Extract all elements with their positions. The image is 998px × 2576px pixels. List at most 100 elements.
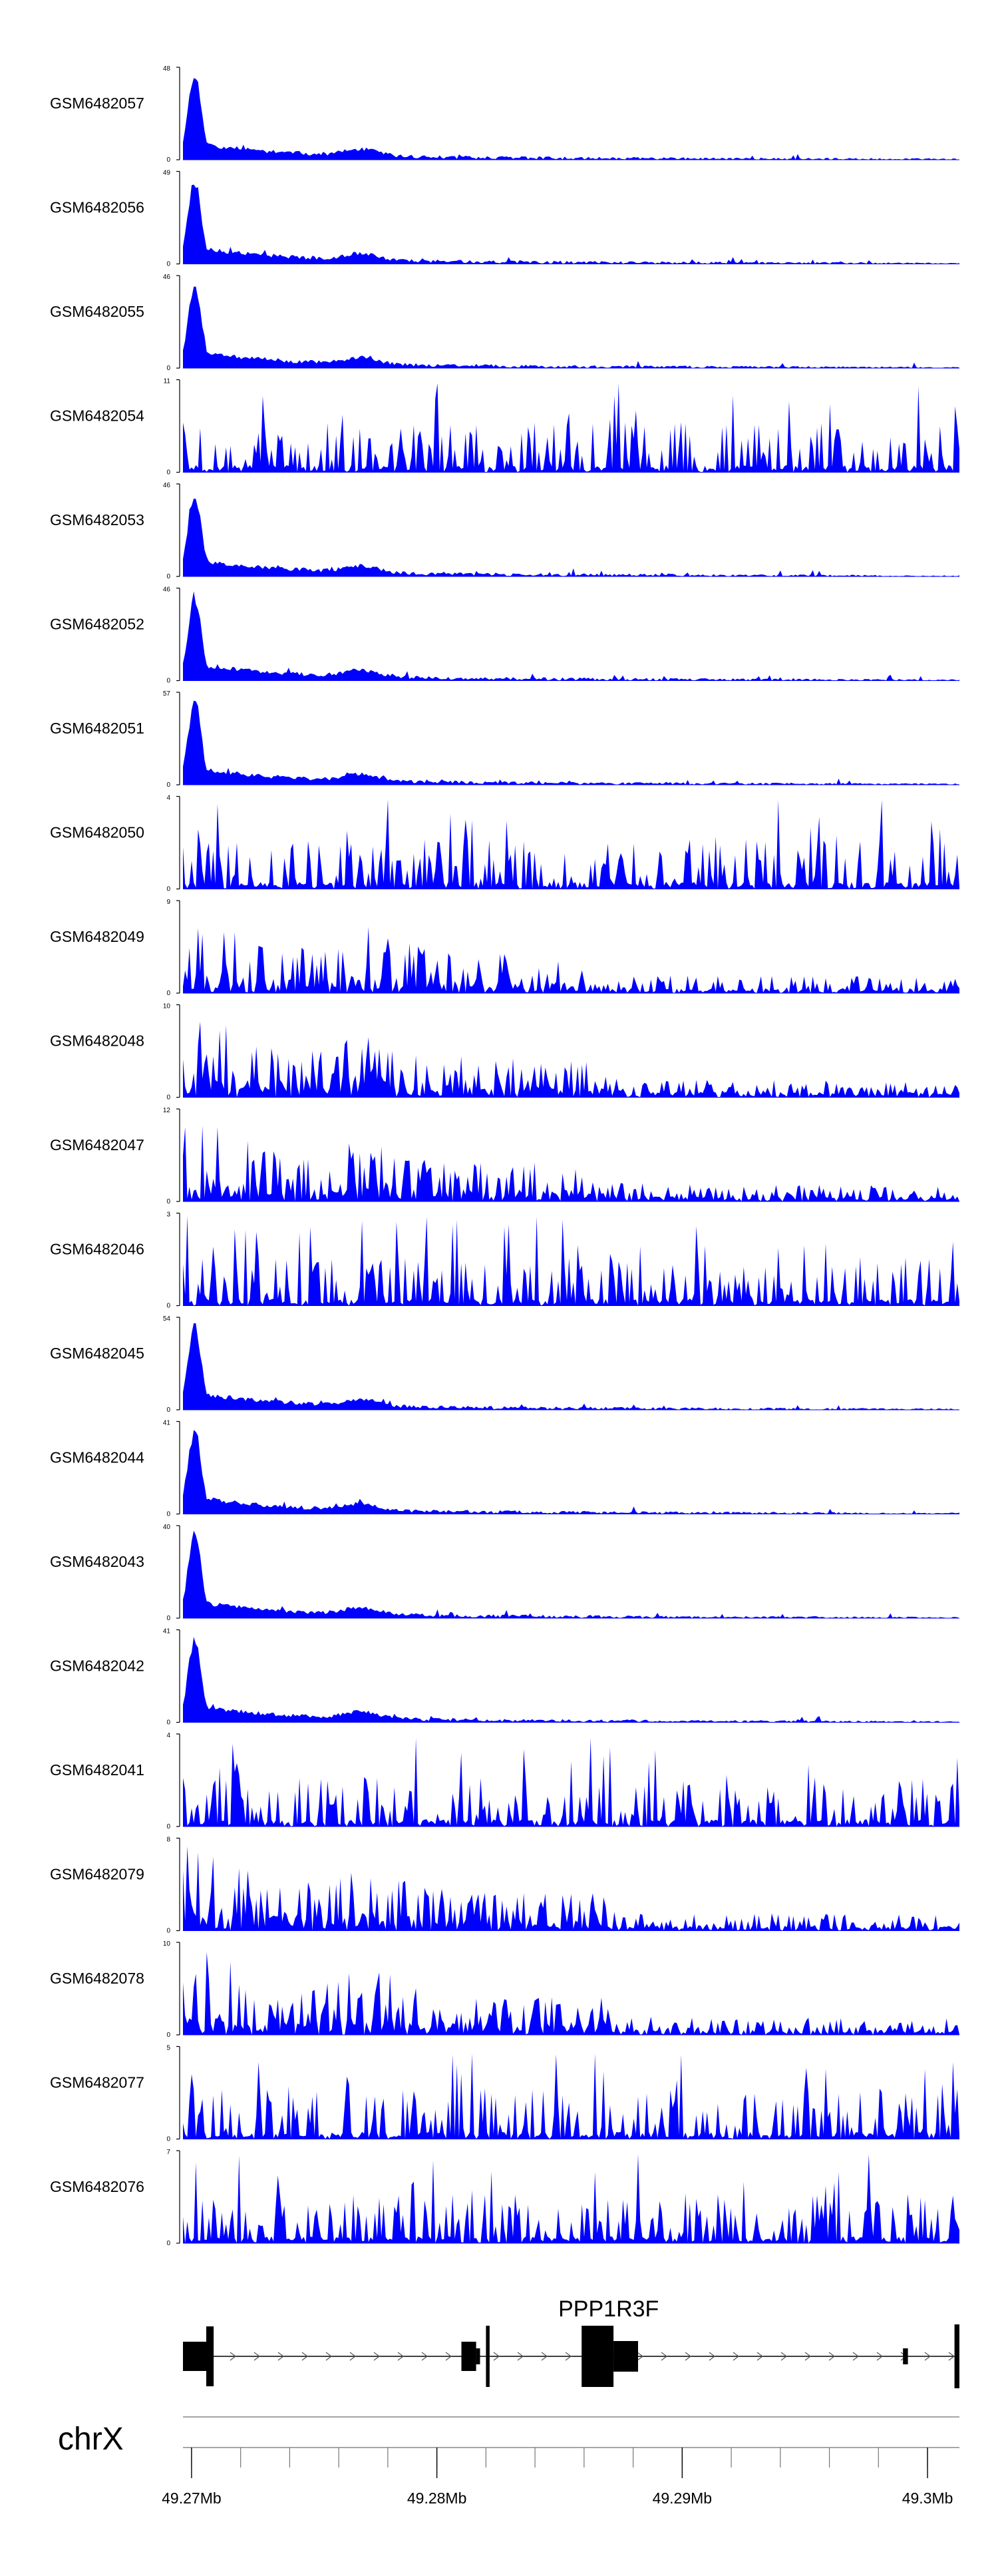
track-GSM6482048: GSM6482048 10 0 [50, 1003, 959, 1102]
track-max-label: 5 [166, 2045, 170, 2052]
track-max-label: 40 [163, 1524, 171, 1531]
strand-arrow [349, 2352, 356, 2361]
strand-arrow [876, 2352, 883, 2361]
strand-arrow [852, 2352, 859, 2361]
chromosome-label: chrX [58, 2422, 124, 2457]
strand-arrow [685, 2352, 691, 2361]
track-GSM6482055: GSM6482055 46 0 [50, 274, 959, 372]
track-max-label: 4 [166, 1732, 170, 1739]
track-label: GSM6482052 [50, 615, 144, 632]
track-label: GSM6482055 [50, 303, 144, 320]
coverage-area [183, 1215, 959, 1306]
track-min-label: 0 [166, 1406, 170, 1414]
coverage-area [183, 591, 959, 681]
axis-tick-label: 49.28Mb [407, 2489, 467, 2507]
track-GSM6482050: GSM6482050 4 0 [50, 795, 959, 893]
strand-arrow [253, 2352, 260, 2361]
strand-arrow [230, 2352, 236, 2361]
track-min-label: 0 [166, 2136, 170, 2143]
track-min-label: 0 [166, 678, 170, 685]
gene-track: PPP1R3F [183, 2296, 959, 2388]
track-max-label: 12 [163, 1107, 171, 1114]
track-min-label: 0 [166, 2032, 170, 2039]
track-label: GSM6482042 [50, 1657, 144, 1674]
track-label: GSM6482044 [50, 1448, 144, 1466]
coverage-area [183, 78, 959, 160]
strand-arrow [541, 2352, 548, 2361]
gene-exon [206, 2326, 214, 2386]
gene-exon [582, 2326, 614, 2387]
track-max-label: 10 [163, 1940, 171, 1948]
track-min-label: 0 [166, 990, 170, 997]
coverage-area [183, 499, 959, 576]
track-min-label: 0 [166, 469, 170, 477]
track-max-label: 4 [166, 795, 170, 802]
track-GSM6482044: GSM6482044 41 0 [50, 1420, 959, 1518]
coverage-area [183, 184, 959, 264]
track-label: GSM6482077 [50, 2073, 144, 2091]
strand-arrow [780, 2352, 787, 2361]
coverage-area [183, 1738, 959, 1826]
strand-arrow [733, 2352, 739, 2361]
track-label: GSM6482046 [50, 1240, 144, 1257]
track-label: GSM6482078 [50, 1970, 144, 1987]
gene-exon [903, 2348, 908, 2364]
track-GSM6482052: GSM6482052 46 0 [50, 586, 959, 685]
track-GSM6482057: GSM6482057 48 0 [50, 65, 959, 164]
track-min-label: 0 [166, 365, 170, 372]
track-GSM6482056: GSM6482056 49 0 [50, 170, 959, 268]
track-GSM6482046: GSM6482046 3 0 [50, 1211, 959, 1310]
coverage-area [183, 2154, 959, 2243]
coverage-area [183, 383, 959, 473]
track-GSM6482077: GSM6482077 5 0 [50, 2045, 959, 2143]
coverage-area [183, 799, 959, 889]
gene-exon [613, 2341, 638, 2372]
strand-arrow [493, 2352, 500, 2361]
track-GSM6482042: GSM6482042 41 0 [50, 1628, 959, 1727]
strand-arrow [373, 2352, 380, 2361]
track-label: GSM6482079 [50, 1865, 144, 1882]
track-max-label: 49 [163, 170, 171, 177]
track-min-label: 0 [166, 1198, 170, 1205]
track-max-label: 41 [163, 1628, 171, 1635]
track-max-label: 48 [163, 65, 171, 73]
track-label: GSM6482047 [50, 1136, 144, 1154]
gene-exon [183, 2342, 206, 2371]
strand-arrow [948, 2352, 955, 2361]
strand-arrow [804, 2352, 811, 2361]
track-min-label: 0 [166, 1928, 170, 1935]
coverage-area [183, 1530, 959, 1618]
track-label: GSM6482056 [50, 198, 144, 216]
strand-arrow [924, 2352, 931, 2361]
strand-arrow [301, 2352, 308, 2361]
strand-arrow [661, 2352, 667, 2361]
track-GSM6482076: GSM6482076 7 0 [50, 2149, 959, 2247]
track-max-label: 11 [164, 378, 171, 385]
track-GSM6482047: GSM6482047 12 0 [50, 1107, 959, 1205]
track-GSM6482053: GSM6482053 46 0 [50, 482, 959, 580]
genome-axis: chrX 49.27Mb 49.28Mb 49.29Mb 49.3Mb [58, 2416, 959, 2507]
track-GSM6482051: GSM6482051 57 0 [50, 690, 959, 789]
strand-arrow [828, 2352, 835, 2361]
track-GSM6482045: GSM6482045 54 0 [50, 1315, 959, 1414]
track-min-label: 0 [166, 781, 170, 789]
gene-exon [476, 2348, 480, 2364]
strand-arrow [421, 2352, 428, 2361]
axis-ticks: 49.27Mb 49.28Mb 49.29Mb 49.3Mb [162, 2448, 953, 2507]
gene-exons [183, 2324, 959, 2388]
gene-exon [461, 2342, 476, 2371]
track-GSM6482054: GSM6482054 11 0 [50, 378, 959, 477]
track-min-label: 0 [166, 1719, 170, 1727]
strand-arrow [756, 2352, 763, 2361]
axis-tick-label: 49.29Mb [653, 2489, 713, 2507]
track-label: GSM6482049 [50, 928, 144, 945]
track-label: GSM6482057 [50, 95, 144, 112]
axis-tick-label: 49.27Mb [162, 2489, 222, 2507]
track-min-label: 0 [166, 573, 170, 580]
track-label: GSM6482048 [50, 1032, 144, 1049]
strand-arrow [565, 2352, 572, 2361]
coverage-area [183, 1637, 959, 1723]
coverage-area [183, 286, 959, 368]
coverage-area [183, 1126, 959, 1201]
